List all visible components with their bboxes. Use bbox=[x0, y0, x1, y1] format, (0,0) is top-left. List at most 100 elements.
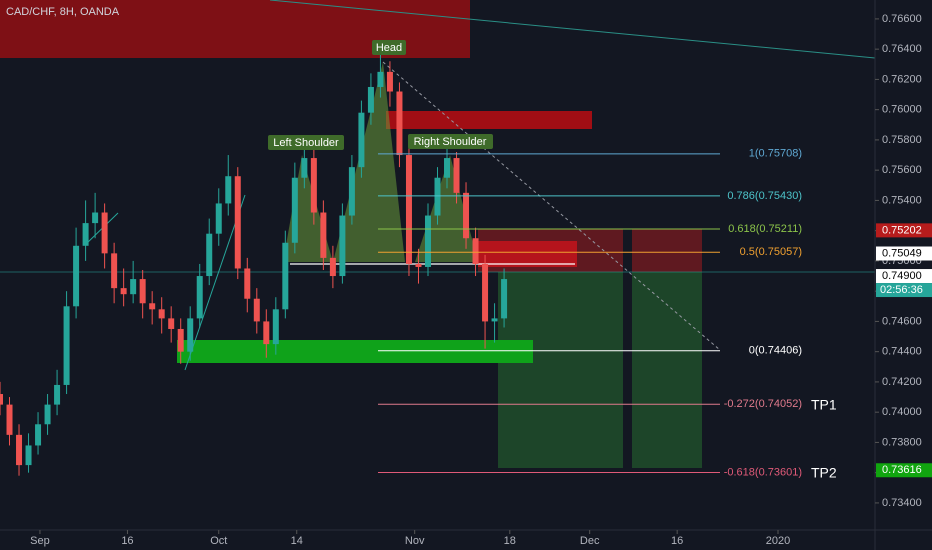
candle-body bbox=[82, 223, 89, 246]
price-marker-label: 0.74900 bbox=[882, 270, 922, 282]
candle-body bbox=[463, 192, 470, 239]
y-tick-label: 0.73800 bbox=[882, 436, 922, 448]
candle-body bbox=[234, 176, 241, 269]
chart-title: CAD/CHF, 8H, OANDA bbox=[6, 6, 120, 18]
projection-line bbox=[382, 61, 721, 351]
x-tick-label: 16 bbox=[121, 535, 133, 547]
y-tick-label: 0.73400 bbox=[882, 497, 922, 509]
y-tick-label: 0.75600 bbox=[882, 164, 922, 176]
candle-body bbox=[329, 257, 336, 277]
candle-body bbox=[310, 158, 317, 213]
y-tick-label: 0.74000 bbox=[882, 406, 922, 418]
fib-label: 1(0.75708) bbox=[749, 148, 802, 160]
target-zone bbox=[498, 272, 623, 468]
candle-body bbox=[35, 424, 42, 446]
candle-body bbox=[482, 263, 489, 322]
label-box bbox=[372, 40, 406, 55]
y-tick-label: 0.76600 bbox=[882, 13, 922, 25]
candle-body bbox=[291, 177, 298, 243]
price-marker-label: 0.73616 bbox=[882, 464, 922, 476]
fib-label: 0.5(0.75057) bbox=[740, 246, 802, 258]
price-marker bbox=[876, 269, 932, 284]
x-tick-label: 18 bbox=[504, 535, 516, 547]
candle-body bbox=[386, 71, 393, 92]
trend-line bbox=[84, 212, 119, 246]
label-box bbox=[408, 134, 493, 149]
candle-body bbox=[44, 404, 51, 425]
candle-body bbox=[63, 306, 70, 385]
target-zone bbox=[632, 272, 702, 468]
right-shoulder-label: Right Shoulder bbox=[414, 136, 487, 148]
candle-body bbox=[367, 86, 374, 113]
price-marker-label: 0.75049 bbox=[882, 247, 922, 259]
y-tick-label: 0.75800 bbox=[882, 134, 922, 146]
y-tick-label: 0.75400 bbox=[882, 194, 922, 206]
label-box bbox=[268, 135, 344, 150]
candle-body bbox=[348, 167, 355, 216]
x-tick-label: 2020 bbox=[766, 535, 790, 547]
candle-body bbox=[253, 298, 260, 322]
price-marker bbox=[876, 223, 932, 238]
candle-body bbox=[130, 279, 137, 295]
x-tick-label: Oct bbox=[210, 535, 227, 547]
candle-body bbox=[405, 155, 412, 264]
candle-body bbox=[25, 445, 32, 466]
candle-body bbox=[92, 212, 99, 224]
countdown-box bbox=[876, 283, 932, 298]
tp2-label: TP2 bbox=[811, 465, 837, 481]
candle-body bbox=[501, 279, 508, 319]
countdown: 02:56:36 bbox=[880, 284, 923, 296]
candle-body bbox=[424, 215, 431, 267]
x-tick-label: Nov bbox=[405, 535, 425, 547]
x-tick-label: Dec bbox=[580, 535, 600, 547]
candle-body bbox=[177, 328, 184, 352]
candle-body bbox=[272, 309, 279, 345]
candle-body bbox=[187, 318, 194, 352]
candle-body bbox=[158, 309, 165, 319]
fib-label: 0.618(0.75211) bbox=[728, 223, 802, 235]
support-zone bbox=[177, 340, 533, 363]
candle-body bbox=[73, 245, 80, 307]
candle-body bbox=[215, 203, 222, 234]
price-marker-label: 0.75202 bbox=[882, 224, 922, 236]
candle-body bbox=[444, 158, 451, 178]
x-tick-label: 14 bbox=[291, 535, 303, 547]
candle-body bbox=[396, 91, 403, 156]
candle-body bbox=[415, 263, 422, 267]
tp1-label: TP1 bbox=[811, 397, 837, 413]
y-tick-label: 0.76200 bbox=[882, 73, 922, 85]
fib-label: -0.272(0.74052) bbox=[724, 398, 802, 410]
candle-body bbox=[434, 177, 441, 216]
candle-body bbox=[358, 112, 365, 168]
price-marker bbox=[876, 463, 932, 478]
candle-body bbox=[263, 321, 270, 345]
y-tick-label: 0.74600 bbox=[882, 315, 922, 327]
left-shoulder-label: Left Shoulder bbox=[273, 137, 339, 149]
candle-body bbox=[301, 158, 308, 178]
x-tick-label: Sep bbox=[30, 535, 50, 547]
candle-body bbox=[139, 279, 146, 304]
candle-body bbox=[111, 253, 118, 289]
candle-body bbox=[196, 276, 203, 319]
candle-body bbox=[0, 394, 3, 405]
x-tick-label: 16 bbox=[671, 535, 683, 547]
y-tick-label: 0.76000 bbox=[882, 104, 922, 116]
y-tick-label: 0.76400 bbox=[882, 43, 922, 55]
candle-body bbox=[320, 212, 327, 258]
candle-body bbox=[282, 242, 289, 310]
candle-body bbox=[377, 71, 384, 87]
candle-body bbox=[168, 318, 175, 329]
fib-label: 0(0.74406) bbox=[749, 345, 802, 357]
candle-body bbox=[244, 268, 251, 299]
candle-body bbox=[16, 434, 23, 466]
y-tick-label: 0.74400 bbox=[882, 346, 922, 358]
candle-body bbox=[339, 215, 346, 277]
entry-zone bbox=[478, 241, 577, 267]
y-tick-label: 0.74200 bbox=[882, 376, 922, 388]
trend-line bbox=[269, 0, 876, 59]
stop-zone bbox=[632, 229, 702, 272]
fib-label: 0.786(0.75430) bbox=[727, 190, 802, 202]
candle-body bbox=[6, 404, 13, 435]
